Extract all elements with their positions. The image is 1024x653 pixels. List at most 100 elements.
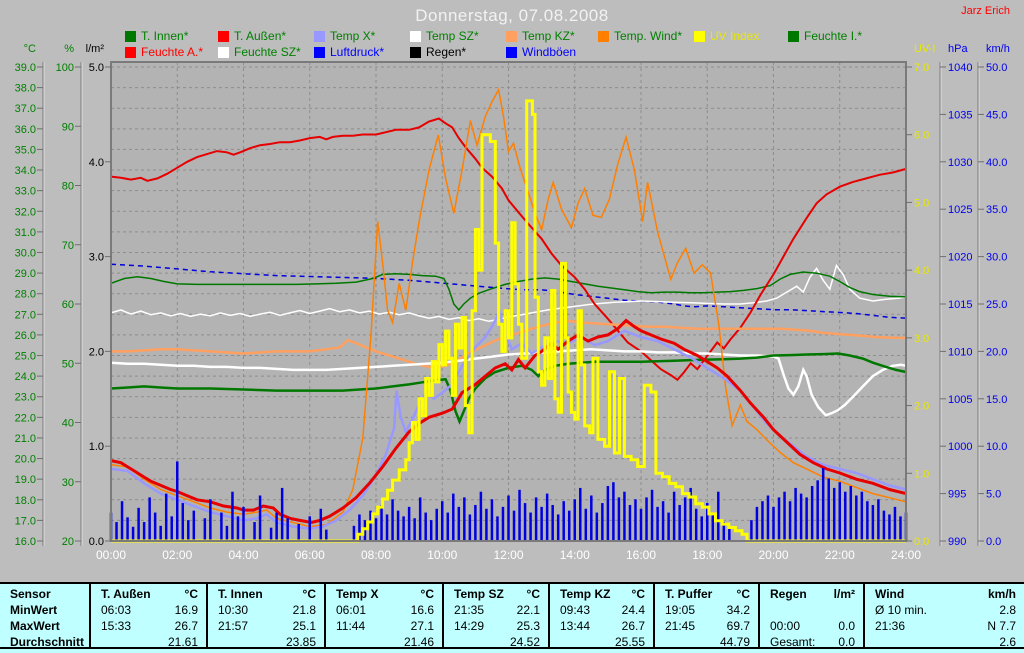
series-temp-kz <box>111 319 907 370</box>
svg-text:60: 60 <box>62 299 74 311</box>
legend-swatch-uv-index <box>694 31 705 42</box>
svg-text:08:00: 08:00 <box>361 548 391 562</box>
cell-time: 19:05 <box>665 603 696 617</box>
cell-value: 21.46 <box>403 635 434 649</box>
legend-label: Feuchte A.* <box>141 45 204 59</box>
legend-swatch-temp-wind <box>598 31 609 42</box>
svg-text:1030: 1030 <box>948 157 972 169</box>
legend-swatch-temp-sz <box>410 31 421 42</box>
table-row: 21.46 <box>326 634 442 650</box>
svg-text:36.0: 36.0 <box>15 124 36 136</box>
table-row: 19:05 34.2 <box>655 602 758 618</box>
svg-text:33.0: 33.0 <box>15 186 36 198</box>
axis-c: 39.0 38.0 37.0 36.0 35.0 34.0 33.0 32.0 31.0 30.0… <box>15 43 45 548</box>
svg-text:25.0: 25.0 <box>15 351 36 363</box>
legend-label: Regen* <box>426 45 467 59</box>
axis-hpa: 1040 1035 1030 1025 1020 1015 1010 1005 1000 995 9… <box>939 43 972 548</box>
author-label: Jarz Erich <box>961 5 1010 17</box>
cell-value: 0.0 <box>838 619 855 633</box>
cell-value: 23.85 <box>285 635 316 649</box>
table-row: 09:43 24.4 <box>550 602 653 618</box>
cell-value: 21.8 <box>292 603 316 617</box>
table-row: 21:45 69.7 <box>655 618 758 634</box>
row-label-sensor: Sensor <box>10 587 51 601</box>
cell-time: 21:45 <box>665 619 696 633</box>
cell-value: N 7.7 <box>987 619 1016 633</box>
sensor-name: T. Puffer <box>665 587 713 601</box>
svg-text:34.0: 34.0 <box>15 165 36 177</box>
legend-item-uv-index: UV Index <box>694 30 759 43</box>
wind-gust-bars <box>109 461 908 541</box>
axis-header-: % <box>64 43 74 55</box>
axis-header-l-m: l/m² <box>86 43 105 55</box>
svg-text:70: 70 <box>62 240 74 252</box>
cell-value: 34.2 <box>726 603 750 617</box>
legend-item-temp-x: Temp X* <box>314 30 375 43</box>
svg-text:14:00: 14:00 <box>560 548 590 562</box>
svg-text:90: 90 <box>62 121 74 133</box>
svg-text:35.0: 35.0 <box>986 204 1007 216</box>
stats-table: Sensor MinWert MaxWert Durchschnitt T. Außen… <box>0 582 1024 653</box>
cell-time: 06:03 <box>101 603 132 617</box>
svg-text:26.0: 26.0 <box>15 330 36 342</box>
table-row: 21:36 N 7.7 <box>865 618 1024 634</box>
table-row: Ø 10 min. 2.8 <box>865 602 1024 618</box>
svg-text:20: 20 <box>62 536 74 548</box>
cell-value: 26.7 <box>174 619 198 633</box>
legend-item-temp-wind: Temp. Wind* <box>598 30 682 43</box>
series-temp-wind <box>110 87 907 528</box>
series-t-au-en <box>110 318 907 525</box>
cell-value: 25.1 <box>292 619 316 633</box>
plot-border <box>110 61 907 542</box>
svg-text:1015: 1015 <box>948 299 972 311</box>
svg-text:30.0: 30.0 <box>15 247 36 259</box>
legend-label: T. Innen* <box>141 29 189 43</box>
table-group-t-puffer: T. Puffer °C 19:05 34.2 21:45 69.7 44.79 <box>653 584 758 649</box>
svg-text:0.0: 0.0 <box>89 536 104 548</box>
svg-text:15.0: 15.0 <box>986 394 1007 406</box>
series-feuchte-a <box>110 117 907 382</box>
axis-km-h: 50.0 45.0 40.0 35.0 30.0 25.0 20.0 15.0 10.0 5.0 0… <box>977 43 1010 548</box>
svg-text:19.0: 19.0 <box>15 474 36 486</box>
table-row: 10:30 21.8 <box>208 602 324 618</box>
svg-text:38.0: 38.0 <box>15 83 36 95</box>
cell-value: 2.6 <box>999 635 1016 649</box>
cell-value: 44.79 <box>719 635 750 649</box>
sensor-unit: °C <box>420 587 434 601</box>
svg-text:24:00: 24:00 <box>891 548 921 562</box>
sensor-name: Temp SZ <box>454 587 504 601</box>
table-row: 06:01 16.6 <box>326 602 442 618</box>
svg-text:40.0: 40.0 <box>986 157 1007 169</box>
x-axis-labels: 00:00 02:00 04:00 06:00 08:00 10:00 12:00 14:00… <box>96 548 921 562</box>
svg-text:1040: 1040 <box>948 62 972 74</box>
cell-time: 21:35 <box>454 603 485 617</box>
svg-text:0.0: 0.0 <box>986 536 1001 548</box>
legend-item-regen: Regen* <box>410 46 466 59</box>
legend-item-feuchte-i: Feuchte I.* <box>788 30 862 43</box>
cell-time: 06:01 <box>336 603 367 617</box>
svg-text:50: 50 <box>62 358 74 370</box>
svg-text:1000: 1000 <box>948 441 972 453</box>
svg-text:12:00: 12:00 <box>493 548 523 562</box>
svg-text:100: 100 <box>56 62 74 74</box>
series-luftdruck <box>110 263 907 319</box>
axis-header-hpa: hPa <box>948 43 968 55</box>
axis-header-c: °C <box>24 43 36 55</box>
svg-text:3.0: 3.0 <box>89 252 104 264</box>
legend-swatch-regen <box>410 47 421 58</box>
cell-value: 24.52 <box>509 635 540 649</box>
svg-text:1020: 1020 <box>948 252 972 264</box>
svg-text:04:00: 04:00 <box>228 548 258 562</box>
table-row: 14:29 25.3 <box>444 618 548 634</box>
row-label-maxwert: MaxWert <box>10 619 60 633</box>
cell-time: Gesamt: <box>770 635 816 649</box>
svg-text:18:00: 18:00 <box>692 548 722 562</box>
legend-swatch-temp-kz <box>506 31 517 42</box>
sensor-unit: l/m² <box>833 587 855 601</box>
svg-text:1.0: 1.0 <box>89 441 104 453</box>
svg-text:00:00: 00:00 <box>96 548 126 562</box>
sensor-unit: km/h <box>987 587 1016 601</box>
legend-row-1: T. Innen* T. Außen* Temp X* Temp SZ* Temp KZ… <box>0 30 1024 46</box>
sensor-unit: °C <box>736 587 750 601</box>
